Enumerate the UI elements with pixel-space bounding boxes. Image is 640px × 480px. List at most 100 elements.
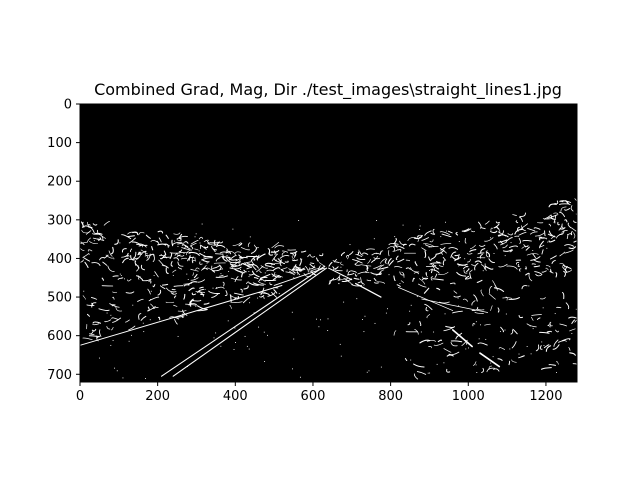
treeline-edges [329,277,334,282]
grass-edges [404,358,408,362]
grass-edges [224,290,228,296]
treeline-edges [219,251,230,254]
noise-pixel [246,345,248,347]
treeline-edges [229,266,242,270]
grass-edges [90,297,98,300]
noise-pixel [248,348,250,350]
treeline-edges [408,243,416,247]
grass-edges [561,338,571,342]
treeline-edges [332,258,337,262]
grass-edges [248,282,259,286]
grass-edges [500,326,504,333]
grass-edges [531,316,534,321]
noise-pixel [220,273,222,275]
grass-edges [106,326,111,330]
y-tick-label: 600 [47,329,72,344]
grass-edges [165,287,177,293]
grass-edges [443,348,452,353]
treeline-edges [360,264,372,267]
grass-edges [243,285,249,290]
grass-edges [197,279,205,283]
noise-pixel [174,240,176,242]
grass-edges [248,273,254,276]
treeline-edges [395,255,399,261]
grass-edges [466,341,469,345]
grass-edges [159,285,166,290]
treeline-edges [425,265,437,268]
noise-pixel [466,266,468,268]
treeline-edges [394,266,403,269]
treeline-edges [181,244,189,249]
noise-pixel [98,357,100,359]
noise-pixel [198,250,200,252]
treeline-edges [194,248,199,251]
treeline-edges [232,261,241,264]
plot-title: Combined Grad, Mag, Dir ./test_images\st… [94,80,562,100]
grass-edges [446,368,451,373]
grass-edges [170,292,177,295]
noise-pixel [440,236,442,238]
treeline-edges [485,251,491,258]
noise-pixel [510,242,512,244]
grass-edges [512,328,518,335]
grass-edges [234,276,239,283]
treeline-edges [488,258,495,263]
noise-pixel [492,356,494,358]
noise-pixel [575,308,577,310]
treeline-edges [362,252,369,255]
noise-pixel [258,326,260,328]
treeline-edges [228,257,238,261]
treeline-edges [376,281,385,284]
noise-pixel [215,332,217,334]
road-edge-line [397,287,454,311]
treeline-edges [184,241,189,244]
noise-pixel [144,378,146,379]
treeline-edges [250,247,258,254]
treeline-edges [559,203,570,205]
treeline-edges [498,263,508,268]
treeline-edges [288,268,296,274]
noise-pixel [128,340,130,342]
grass-edges [92,323,100,326]
noise-pixel [340,266,342,268]
noise-pixel [571,333,573,334]
treeline-edges [114,239,119,245]
grass-edges [552,344,560,350]
noise-pixel [476,372,478,373]
treeline-edges [133,251,137,259]
treeline-edges [384,258,388,264]
noise-pixel [291,311,293,313]
grass-edges [165,301,175,304]
grass-edges [199,293,205,296]
treeline-edges [127,235,135,238]
noise-pixel [124,278,126,280]
grass-edges [477,308,485,311]
treeline-edges [173,257,180,261]
grass-edges [192,272,194,276]
grass-edges [424,303,433,311]
treeline-edges [416,234,423,239]
noise-pixel [194,236,196,238]
noise-pixel [113,258,115,260]
grass-edges [547,321,552,326]
treeline-edges [410,267,420,273]
noise-pixel [541,341,543,343]
x-tick-label: 400 [223,389,248,404]
treeline-edges [341,278,353,282]
treeline-edges [124,255,130,257]
grass-edges [195,291,206,293]
treeline-edges [405,267,411,270]
treeline-edges [484,265,494,270]
treeline-edges [238,254,242,258]
treeline-edges [291,253,296,258]
noise-pixel [458,240,460,242]
treeline-edges [309,254,316,258]
treeline-edges [105,254,114,259]
treeline-edges [573,232,576,239]
treeline-edges [284,260,289,263]
noise-pixel [298,220,300,221]
treeline-edges [230,264,243,268]
grass-edges [561,292,565,300]
treeline-edges [296,271,301,276]
treeline-edges [509,249,513,253]
